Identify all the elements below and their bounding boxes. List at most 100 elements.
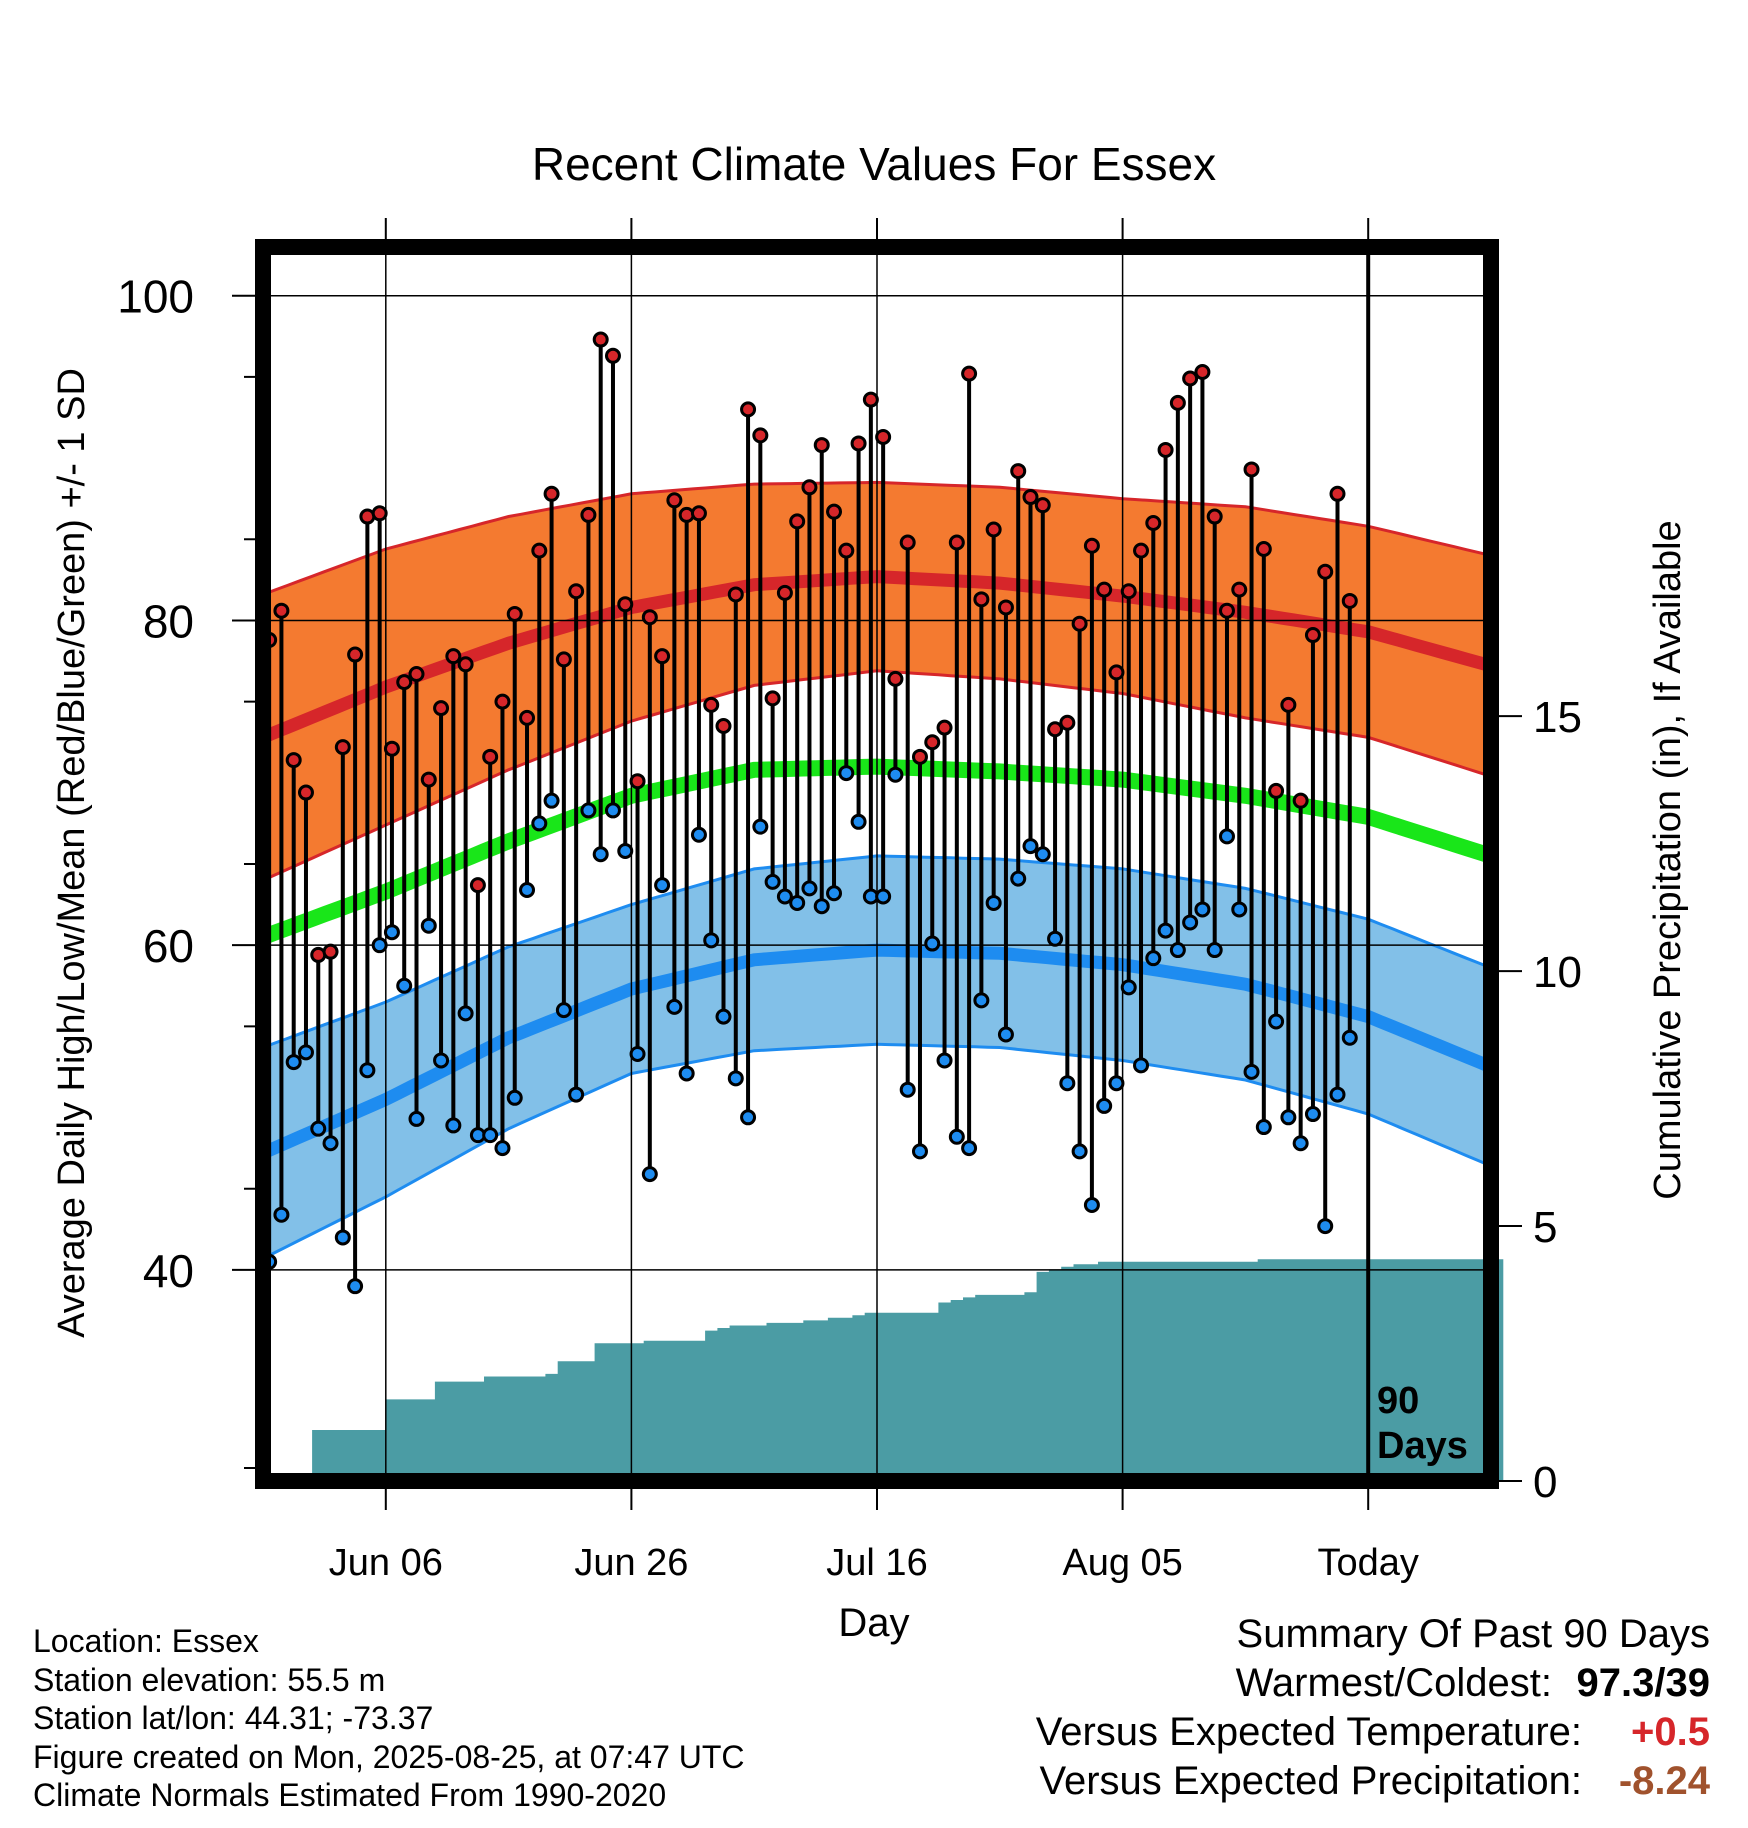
daily-high-point	[948, 534, 965, 551]
daily-low-point	[740, 1109, 757, 1126]
daily-high-point	[383, 740, 400, 757]
daily-low-point	[1341, 1029, 1358, 1046]
normals-text: Climate Normals Estimated From 1990-2020	[33, 1777, 667, 1813]
daily-high-point	[433, 700, 450, 717]
daily-low-point	[334, 1229, 351, 1246]
daily-low-point	[1206, 942, 1223, 959]
warmest-coldest-row: Warmest/Coldest: 97.3/39	[1036, 1661, 1710, 1710]
daily-low-point	[727, 1070, 744, 1087]
value-separator: /	[1654, 1661, 1666, 1705]
temp-vs-expected-label: Versus Expected Temperature:	[1035, 1710, 1582, 1754]
daily-low-point	[776, 888, 793, 905]
axes: Jun 06 Jun 26 Jul 16 Aug 05 Today 40 60 80 100 0 5…	[117, 218, 1582, 1584]
daily-low-point	[1231, 901, 1248, 918]
daily-low-point	[1157, 922, 1174, 939]
daily-low-point	[1194, 901, 1211, 918]
daily-high-point	[703, 696, 720, 713]
daily-low-point	[494, 1140, 511, 1157]
daily-low-point	[1268, 1013, 1285, 1030]
daily-low-point	[1108, 1075, 1125, 1092]
daily-high-point	[604, 347, 621, 364]
summary-title-text: Summary Of Past 90 Days	[1236, 1612, 1710, 1656]
daily-high-point	[862, 391, 879, 408]
daily-high-point	[297, 784, 314, 801]
daily-high-point	[469, 877, 486, 894]
precip-vs-expected-value: -8.24	[1618, 1759, 1710, 1803]
daily-high-point	[568, 583, 585, 600]
daily-high-point	[617, 596, 634, 613]
summary-panel: Summary Of Past 90 Days Warmest/Coldest:…	[1036, 1612, 1710, 1808]
daily-high-point	[776, 584, 793, 601]
daily-high-point	[740, 401, 757, 418]
daily-high-point	[1096, 581, 1113, 598]
daily-low-point	[1059, 1075, 1076, 1092]
daily-low-point	[678, 1065, 695, 1082]
daily-high-point	[1133, 542, 1150, 559]
daily-high-point	[408, 666, 425, 683]
y2-tick-label: 10	[1533, 948, 1582, 997]
daily-high-point	[1231, 581, 1248, 598]
x-tick-label: Jun 26	[574, 1542, 688, 1584]
daily-high-point	[1034, 497, 1051, 514]
daily-low-point	[568, 1086, 585, 1103]
daily-high-point	[519, 709, 536, 726]
daily-low-point	[310, 1120, 327, 1137]
y2-axis-label: Cumulative Precipitation (in), If Availa…	[1647, 520, 1689, 1199]
daily-low-point	[666, 998, 683, 1015]
chart-title: Recent Climate Values For Essex	[532, 138, 1216, 190]
summary-title: Summary Of Past 90 Days	[1036, 1612, 1710, 1661]
daily-low-point	[1096, 1097, 1113, 1114]
daily-high-point	[1010, 463, 1027, 480]
y-tick-label: 40	[143, 1245, 194, 1297]
daily-high-point	[690, 505, 707, 522]
daily-low-point	[911, 1143, 928, 1160]
daily-high-point	[396, 674, 413, 691]
coldest-value: 39	[1665, 1661, 1711, 1705]
x-tick-label: Aug 05	[1062, 1542, 1182, 1584]
daily-low-point	[887, 766, 904, 783]
daily-high-point	[666, 492, 683, 509]
daily-low-point	[703, 932, 720, 949]
daily-high-point	[997, 599, 1014, 616]
precip-cumulative-area	[263, 1259, 1504, 1481]
daily-high-point	[789, 513, 806, 530]
daily-high-point	[936, 719, 953, 736]
daily-high-point	[1341, 592, 1358, 609]
station-info: Location: Essex Station elevation: 55.5 …	[33, 1622, 745, 1815]
y2-tick-label: 5	[1533, 1203, 1557, 1252]
daily-high-point	[629, 773, 646, 790]
daily-low-point	[1292, 1135, 1309, 1152]
daily-low-point	[408, 1110, 425, 1127]
daily-low-point	[1243, 1063, 1260, 1080]
x-tick-label: Today	[1317, 1542, 1418, 1584]
warmest-coldest-label: Warmest/Coldest:	[1235, 1661, 1552, 1705]
daily-low-point	[531, 815, 548, 832]
low-normal-band	[263, 855, 1491, 1259]
days-window-label: 90	[1377, 1380, 1419, 1422]
y2-tick-label: 0	[1533, 1458, 1557, 1507]
daily-high-point	[334, 739, 351, 756]
daily-high-point	[1071, 615, 1088, 632]
daily-low-point	[1169, 942, 1186, 959]
plot-area: 90 Days	[255, 239, 1504, 1489]
daily-low-point	[629, 1045, 646, 1062]
daily-high-point	[506, 605, 523, 622]
daily-low-point	[924, 935, 941, 952]
daily-high-point	[592, 331, 609, 348]
daily-low-point	[519, 881, 536, 898]
daily-high-point	[813, 437, 830, 454]
high-normal-band	[263, 482, 1491, 881]
daily-low-point	[1133, 1057, 1150, 1074]
daily-low-point	[789, 894, 806, 911]
daily-low-point	[617, 843, 634, 860]
daily-low-point	[1218, 828, 1235, 845]
daily-high-point	[764, 690, 781, 707]
daily-low-point	[359, 1062, 376, 1079]
daily-high-point	[1304, 627, 1321, 644]
daily-high-point	[641, 609, 658, 626]
daily-low-point	[396, 977, 413, 994]
daily-high-point	[1268, 782, 1285, 799]
daily-high-point	[322, 943, 339, 960]
daily-high-point	[838, 542, 855, 559]
